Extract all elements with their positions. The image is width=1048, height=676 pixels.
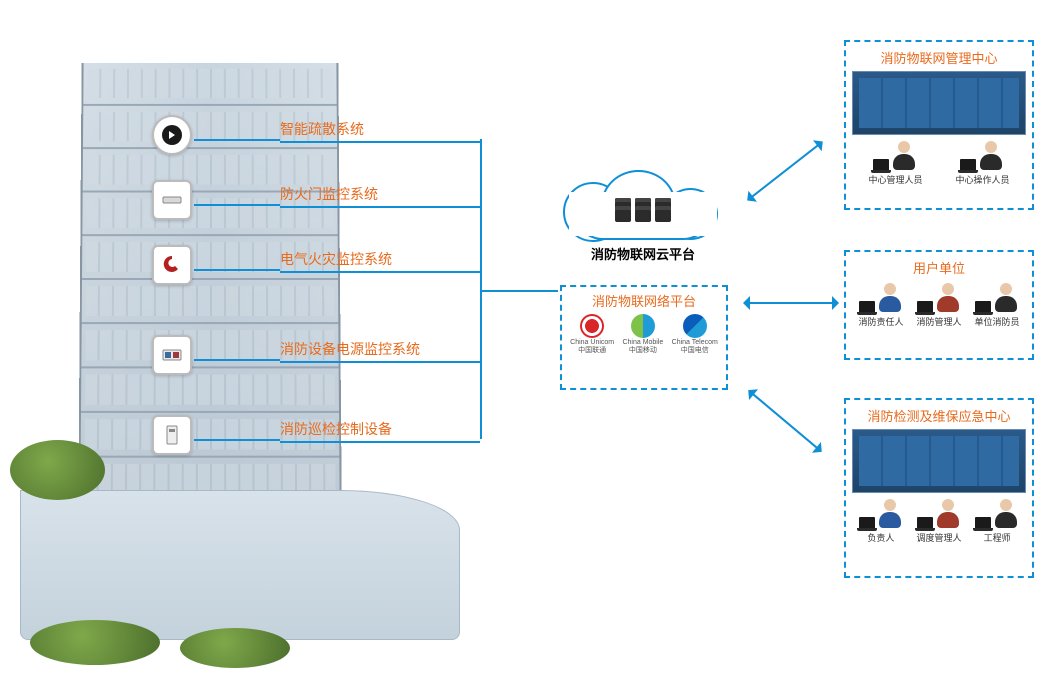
person-label: 消防责任人 [858, 315, 903, 328]
evacuation-sign-icon [152, 115, 192, 155]
laptop-icon [917, 301, 933, 313]
laptop-icon [859, 517, 875, 529]
laptop-icon [960, 159, 976, 171]
cloud-platform: 消防物联网云平台 [558, 170, 728, 270]
laptop-icon [975, 517, 991, 529]
unicom-icon [580, 314, 604, 338]
avatar-icon [935, 283, 961, 313]
cloud-label: 消防物联网云平台 [558, 244, 728, 263]
avatar-icon [993, 499, 1019, 529]
network-platform-title: 消防物联网络平台 [568, 291, 720, 310]
person-label: 负责人 [867, 531, 894, 544]
org-title: 用户单位 [852, 258, 1026, 277]
system-label: 智能疏散系统 [280, 119, 480, 143]
person-label: 调度管理人 [916, 531, 961, 544]
person-label: 单位消防员 [974, 315, 1019, 328]
bidirectional-arrow [746, 302, 836, 304]
avatar-icon [891, 141, 917, 171]
telecom-logo: China Telecom中国电信 [672, 314, 718, 354]
person: 负责人 [859, 499, 903, 544]
person: 消防管理人 [916, 283, 961, 328]
power-monitor-icon [152, 335, 192, 375]
person: 工程师 [975, 499, 1019, 544]
connector-row [194, 269, 280, 271]
person-row: 中心管理人员 中心操作人员 [852, 141, 1026, 186]
cloud-icon [563, 170, 723, 240]
connector-trunk [480, 139, 482, 439]
system-label: 消防设备电源监控系统 [280, 339, 480, 363]
cmcc-icon [631, 314, 655, 338]
laptop-icon [975, 301, 991, 313]
greenery [10, 440, 105, 500]
laptop-icon [873, 159, 889, 171]
unicom-logo: China Unicom中国联通 [570, 314, 614, 354]
person: 调度管理人 [916, 499, 961, 544]
person: 单位消防员 [974, 283, 1019, 328]
building-podium [20, 490, 460, 640]
avatar-icon [877, 499, 903, 529]
system-label: 电气火灾监控系统 [280, 249, 480, 273]
connector-row [194, 359, 280, 361]
avatar-icon [935, 499, 961, 529]
control-room-screen [852, 429, 1026, 493]
person-row: 消防责任人消防管理人单位消防员 [852, 283, 1026, 328]
person-label: 中心操作人员 [955, 173, 1009, 186]
connector-row [194, 204, 280, 206]
network-platform-box: 消防物联网络平台 China Unicom中国联通China Mobile中国移… [560, 285, 728, 390]
bidirectional-arrow [749, 143, 821, 200]
user-unit-box: 用户单位消防责任人消防管理人单位消防员 [844, 250, 1034, 360]
person: 中心管理人员 [868, 141, 922, 186]
org-title: 消防物联网管理中心 [852, 48, 1026, 67]
inspection-controller-icon [152, 415, 192, 455]
fire-door-monitor-icon [152, 180, 192, 220]
control-room-screen [852, 71, 1026, 135]
greenery [180, 628, 290, 668]
person-label: 消防管理人 [916, 315, 961, 328]
person-label: 工程师 [984, 531, 1011, 544]
system-label: 消防巡检控制设备 [280, 419, 480, 443]
greenery [30, 620, 160, 665]
avatar-icon [877, 283, 903, 313]
electrical-fire-sensor-icon [152, 245, 192, 285]
system-label: 防火门监控系统 [280, 184, 480, 208]
laptop-icon [859, 301, 875, 313]
connector-row [194, 139, 280, 141]
cmcc-logo: China Mobile中国移动 [622, 314, 663, 354]
laptop-icon [917, 517, 933, 529]
mgmt-center-box: 消防物联网管理中心中心管理人员 中心操作人员 [844, 40, 1034, 210]
connector-to-center [480, 290, 558, 292]
bidirectional-arrow [750, 391, 820, 450]
maintenance-center-box: 消防检测及维保应急中心负责人 调度管理人 工程师 [844, 398, 1034, 578]
server-icons [615, 198, 671, 222]
telecom-icon [683, 314, 707, 338]
org-title: 消防检测及维保应急中心 [852, 406, 1026, 425]
person-label: 中心管理人员 [868, 173, 922, 186]
avatar-icon [978, 141, 1004, 171]
person: 中心操作人员 [955, 141, 1009, 186]
connector-row [194, 439, 280, 441]
avatar-icon [993, 283, 1019, 313]
person: 消防责任人 [858, 283, 903, 328]
person-row: 负责人 调度管理人 工程师 [852, 499, 1026, 544]
